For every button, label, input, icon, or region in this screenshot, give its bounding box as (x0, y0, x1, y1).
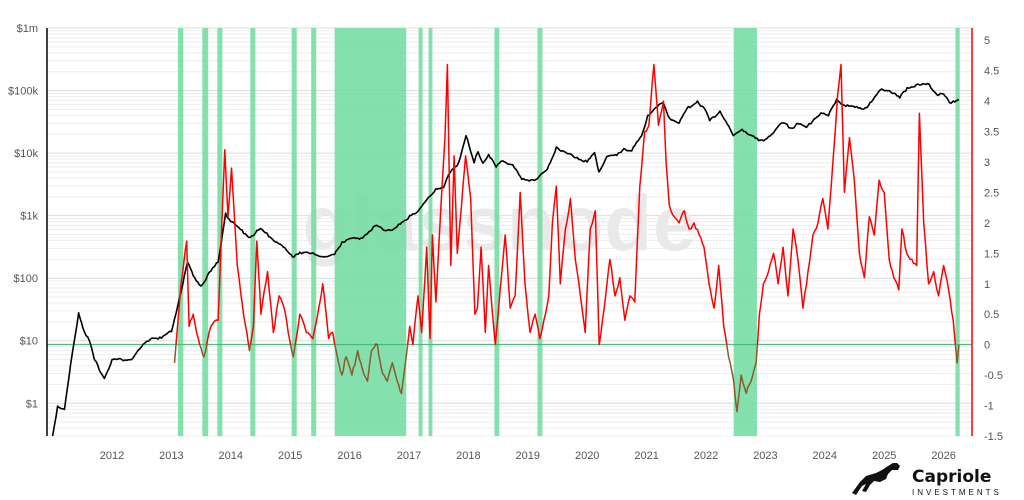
green-zone (291, 28, 297, 436)
left-tick-label: $10k (14, 148, 38, 160)
x-tick-label: 2017 (397, 450, 421, 462)
green-zone (217, 28, 223, 436)
x-tick-label: 2021 (634, 450, 658, 462)
green-zone (733, 28, 757, 436)
green-zone (537, 28, 543, 436)
x-tick-label: 2018 (456, 450, 480, 462)
horse-icon (852, 463, 900, 495)
left-tick-label: $1m (17, 23, 38, 35)
green-zone (250, 28, 256, 436)
x-tick-label: 2023 (753, 450, 777, 462)
x-tick-label: 2022 (694, 450, 718, 462)
left-tick-label: $1 (26, 398, 38, 410)
right-tick-label: 2 (984, 218, 990, 230)
left-tick-label: $100k (8, 86, 38, 98)
x-tick-label: 2019 (516, 450, 540, 462)
right-tick-label: 4.5 (984, 66, 999, 78)
left-tick-label: $1k (20, 211, 38, 223)
brand-tagline: INVESTMENTS (912, 488, 1002, 497)
right-tick-label: 0.5 (984, 309, 999, 321)
right-tick-label: 5 (984, 35, 990, 47)
right-tick-label: 3.5 (984, 127, 999, 139)
x-tick-label: 2012 (100, 450, 124, 462)
brand-name: Capriole (912, 467, 991, 487)
right-tick-label: 1.5 (984, 248, 999, 260)
left-axis-ticks: $1 $10 $100 $1k $10k $100k $1m (8, 23, 38, 410)
right-tick-label: 0 (984, 340, 990, 352)
right-tick-label: -1.5 (984, 431, 1003, 443)
left-tick-label: $100 (14, 273, 38, 285)
right-tick-label: 3 (984, 157, 990, 169)
right-tick-label: -0.5 (984, 370, 1003, 382)
green-zone (418, 28, 423, 436)
right-axis-ticks: -1.5 -1 -0.5 0 0.5 1 1.5 2 2.5 3 3.5 4 4.5 5 (984, 35, 1003, 443)
right-tick-label: 1 (984, 279, 990, 291)
x-tick-label: 2016 (337, 450, 361, 462)
green-zone (494, 28, 500, 436)
x-tick-label: 2024 (813, 450, 837, 462)
x-tick-label: 2020 (575, 450, 599, 462)
indicator-line (175, 63, 959, 345)
price-line (51, 82, 960, 437)
x-tick-label: 2015 (278, 450, 302, 462)
x-tick-label: 2025 (872, 450, 896, 462)
green-zone (311, 28, 317, 436)
x-tick-label: 2026 (931, 450, 955, 462)
right-tick-label: -1 (984, 401, 994, 413)
series-lines (51, 63, 960, 437)
green-zone (428, 28, 433, 436)
green-zone (202, 28, 209, 436)
x-tick-label: 2014 (219, 450, 243, 462)
x-axis-ticks: 2012 2013 2014 2015 2016 2017 2018 2019 2020 2021… (100, 450, 956, 462)
green-zone (955, 28, 960, 436)
x-tick-label: 2013 (159, 450, 183, 462)
right-tick-label: 4 (984, 96, 990, 108)
right-tick-label: 2.5 (984, 187, 999, 199)
brand-logo: Capriole INVESTMENTS (852, 463, 1002, 497)
left-tick-label: $10 (20, 336, 38, 348)
green-zone (177, 28, 184, 436)
